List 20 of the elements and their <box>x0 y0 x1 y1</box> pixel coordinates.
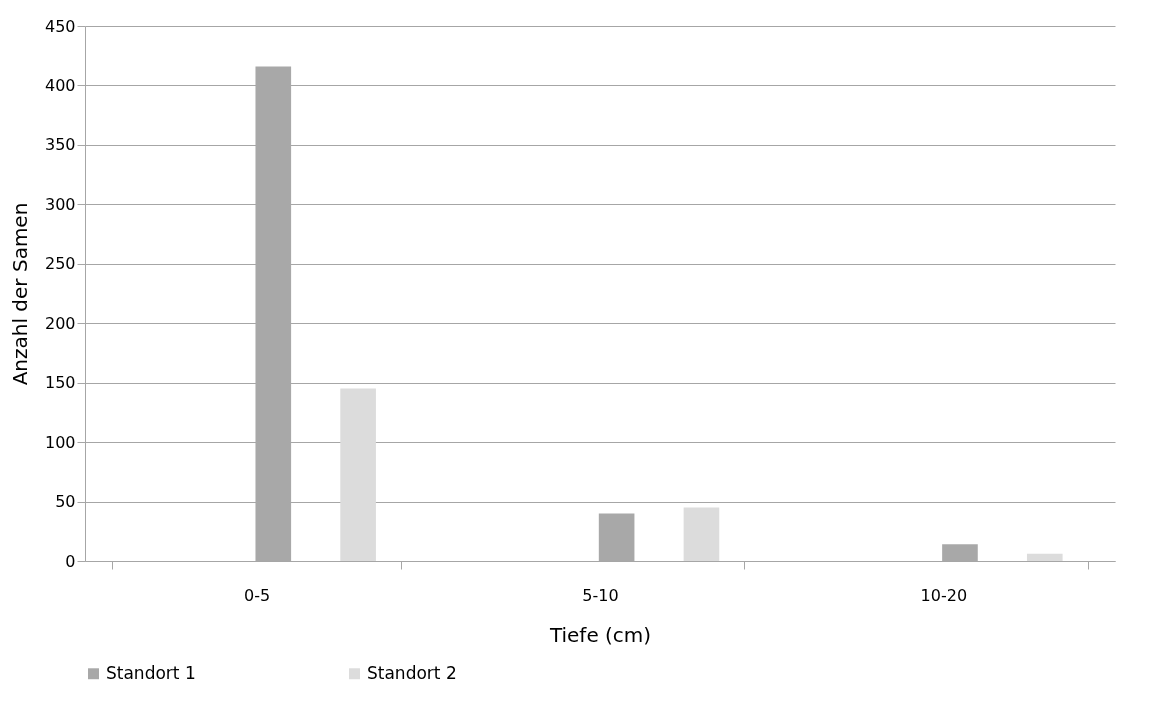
y-tick-label: 300 <box>44 194 76 214</box>
y-tick-label: 0 <box>65 551 76 571</box>
x-tick-label: 10-20 <box>920 585 968 605</box>
y-tick-label: 250 <box>44 254 76 274</box>
x-axis-title: Tiefe (cm) <box>548 622 652 647</box>
y-tick-label: 200 <box>44 313 76 333</box>
legend-label: Standort 1 <box>106 662 196 683</box>
y-tick-label: 450 <box>44 16 76 36</box>
y-tick-label: 350 <box>44 135 76 155</box>
y-tick-label: 150 <box>44 373 76 393</box>
bar <box>340 388 376 561</box>
y-tick-label: 50 <box>55 492 76 512</box>
y-tick-label: 100 <box>44 432 76 452</box>
y-axis-title: Anzahl der Samen <box>7 202 32 386</box>
bar <box>1026 553 1063 561</box>
y-tick-label: 400 <box>44 75 76 95</box>
x-tick-label: 0-5 <box>244 585 271 605</box>
bar <box>683 507 720 561</box>
legend-label: Standort 2 <box>367 662 457 683</box>
x-tick-label: 5-10 <box>582 585 619 605</box>
